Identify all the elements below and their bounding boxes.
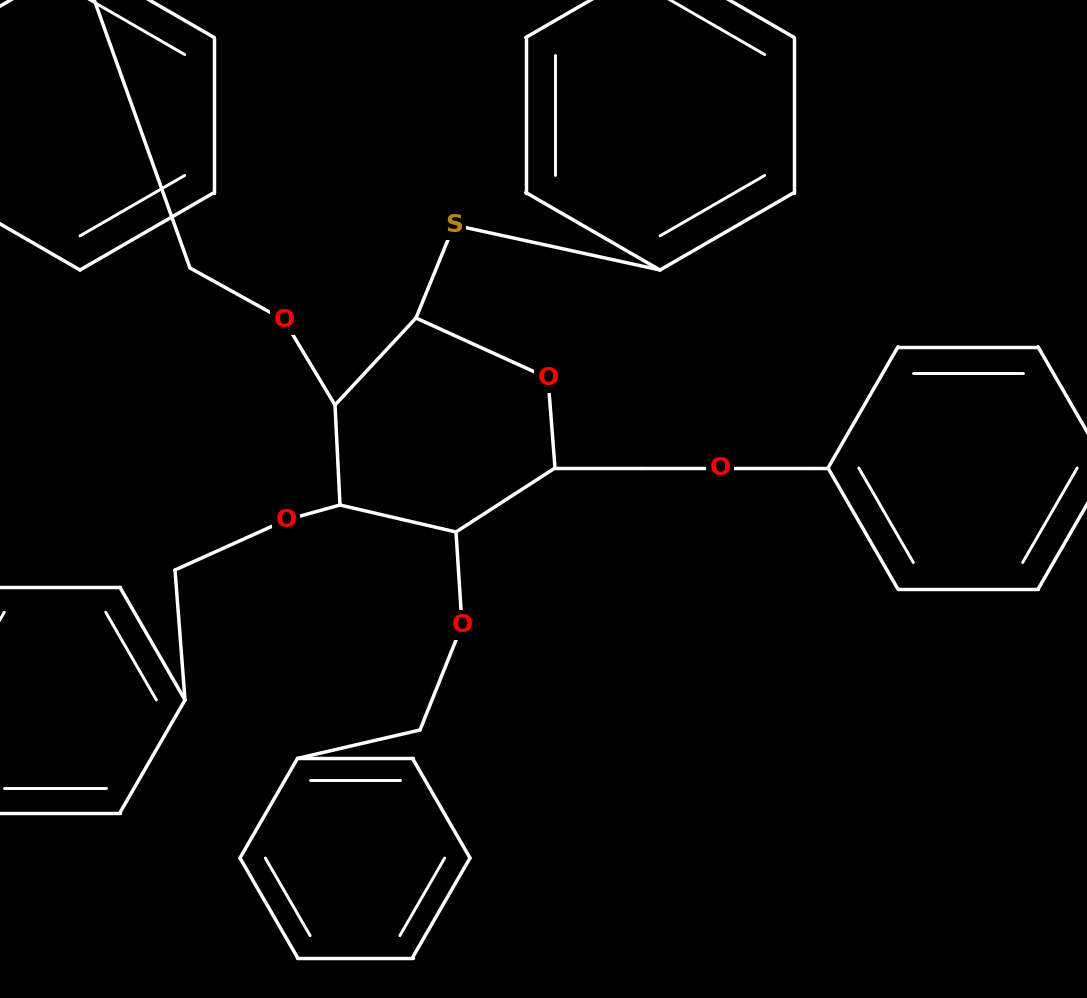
Text: O: O [537, 366, 559, 390]
Text: O: O [273, 308, 295, 332]
Text: O: O [275, 508, 297, 532]
Text: S: S [445, 213, 463, 237]
Text: O: O [710, 456, 730, 480]
Text: O: O [451, 613, 473, 637]
